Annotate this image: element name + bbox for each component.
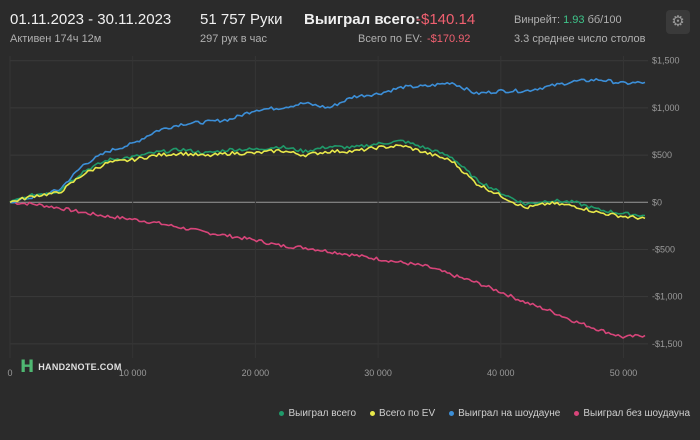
series-ev-line	[9, 144, 646, 220]
date-range[interactable]: 01.11.2023 - 30.11.2023	[10, 11, 172, 28]
y-tick-label: $500	[652, 150, 672, 160]
legend-dot	[370, 411, 376, 416]
legend-dot	[449, 411, 455, 416]
legend-label: Всего по EV	[379, 408, 436, 419]
hand2note-logo: H HAND2NOTE.COM	[20, 357, 122, 377]
legend-label: Выиграл всего	[288, 408, 357, 419]
summary-header: 01.11.2023 - 30.11.2023 Активен 174ч 12м…	[0, 0, 700, 52]
series-won-total-line	[9, 139, 646, 218]
series-showdown-line	[9, 78, 646, 204]
legend: Выиграл всего Всего по EV Выиграл на шоу…	[210, 408, 690, 419]
legend-item-showdown[interactable]: Выиграл на шоудауне	[449, 408, 560, 419]
logo-text: HAND2NOTE.COM	[38, 362, 122, 372]
legend-label: Выиграл на шоудауне	[458, 408, 561, 419]
legend-item-won-total[interactable]: Выиграл всего	[279, 408, 356, 419]
series-non-showdown-line	[9, 201, 646, 339]
x-tick-label: 30 000	[364, 368, 392, 378]
x-tick-label: 0	[7, 368, 12, 378]
legend-dot	[279, 411, 285, 416]
legend-dot	[574, 411, 580, 416]
x-tick-label: 50 000	[610, 368, 638, 378]
winrate-value: 1.93	[563, 14, 585, 26]
winrate-label: Винрейт:	[514, 14, 561, 26]
x-tick-label: 40 000	[487, 368, 515, 378]
logo-mark: H	[20, 357, 35, 377]
y-tick-label: -$1,500	[652, 339, 683, 349]
graph: $1,500 $1,000 $500 $0 -$500 -$1,000 -$1,500 0 10…	[7, 56, 683, 378]
avg-tables: 3.3 среднее число столов	[514, 33, 646, 45]
y-tick-label: $0	[652, 197, 662, 207]
won-total-value: -$140.14	[416, 11, 476, 28]
gear-icon[interactable]: ⚙	[666, 10, 690, 34]
hands-count: 51 757 Руки	[200, 11, 283, 28]
winrate: Винрейт: 1.93 бб/100	[514, 14, 622, 26]
y-tick-label: -$1,000	[652, 292, 683, 302]
y-tick-label: $1,000	[652, 103, 680, 113]
ev-value: -$170.92	[427, 33, 471, 45]
x-tick-label: 20 000	[242, 368, 270, 378]
x-tick-label: 10 000	[119, 368, 147, 378]
legend-item-non-showdown[interactable]: Выиграл без шоудауна	[574, 408, 690, 419]
y-tick-label: $1,500	[652, 56, 680, 66]
legend-item-ev[interactable]: Всего по EV	[370, 408, 435, 419]
hands-per-hour: 297 рук в час	[200, 33, 268, 45]
won-total-label: Выиграл всего:	[304, 11, 421, 28]
y-tick-label: -$500	[652, 244, 675, 254]
ev-label: Всего по EV:	[358, 33, 423, 45]
winrate-unit: бб/100	[587, 14, 622, 26]
legend-label: Выиграл без шоудауна	[583, 408, 690, 419]
active-time: Активен 174ч 12м	[10, 33, 102, 45]
